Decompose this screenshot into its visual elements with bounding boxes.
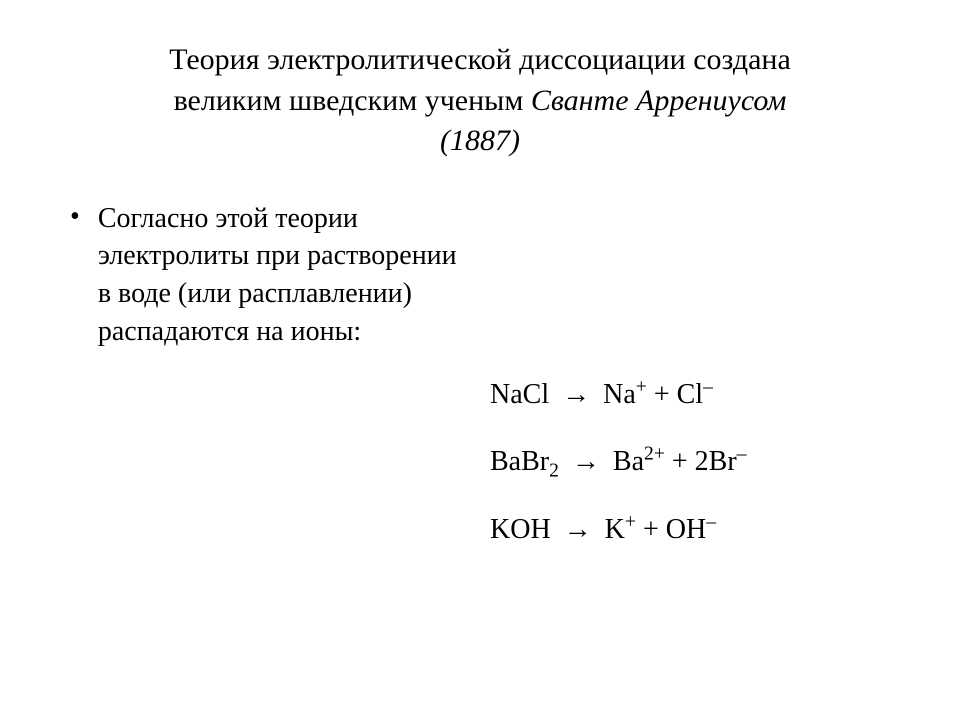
eq1-lhs: NaCl xyxy=(490,379,549,410)
equation-1: NaCl → Na+ + Cl– xyxy=(490,378,890,412)
title-line-1: Теория электролитической диссоциации соз… xyxy=(169,43,791,76)
eq2-lhs: BaBr xyxy=(490,446,549,477)
bullet-text: Согласно этой теории электролиты при рас… xyxy=(98,200,470,351)
eq3-rhs-a-sup: + xyxy=(625,511,636,532)
eq3-lhs: KOH xyxy=(490,514,551,545)
eq2-lhs-sub: 2 xyxy=(549,461,559,482)
eq1-rhs-b: Cl xyxy=(677,379,703,410)
eq2-rhs-a-sup: 2+ xyxy=(644,444,665,465)
equation-3: KOH → K+ + OH– xyxy=(490,513,890,547)
eq3-plus: + xyxy=(636,514,666,545)
eq1-rhs-a-sup: + xyxy=(636,376,647,397)
eq2-rhs-a: Ba xyxy=(613,446,644,477)
title-line-2-plain: великим шведским ученым xyxy=(174,84,531,117)
right-column: NaCl → Na+ + Cl– BaBr2 → Ba2+ + 2Br– KOH… xyxy=(480,200,890,581)
eq3-rhs-b-sup: – xyxy=(706,511,716,532)
bullet-marker: • xyxy=(70,202,80,233)
eq2-plus: + 2 xyxy=(665,446,709,477)
arrow-icon: → xyxy=(558,513,598,547)
arrow-icon: → xyxy=(566,445,606,479)
eq1-rhs-a: Na xyxy=(603,379,636,410)
title-line-2-italic: Сванте Аррениусом xyxy=(531,84,787,117)
eq2-rhs-b: Br xyxy=(709,446,737,477)
eq1-rhs-b-sup: – xyxy=(703,376,713,397)
eq3-rhs-a: K xyxy=(605,514,625,545)
equation-2: BaBr2 → Ba2+ + 2Br– xyxy=(490,445,890,479)
slide-title: Теория электролитической диссоциации соз… xyxy=(70,40,890,162)
title-line-3: (1887) xyxy=(440,124,520,157)
eq2-rhs-b-sup: – xyxy=(737,444,747,465)
arrow-icon: → xyxy=(556,378,596,412)
left-column: • Согласно этой теории электролиты при р… xyxy=(70,200,480,351)
slide: Теория электролитической диссоциации соз… xyxy=(0,0,960,720)
eq1-plus: + xyxy=(647,379,677,410)
eq3-rhs-b: OH xyxy=(666,514,706,545)
slide-body: • Согласно этой теории электролиты при р… xyxy=(70,200,890,581)
